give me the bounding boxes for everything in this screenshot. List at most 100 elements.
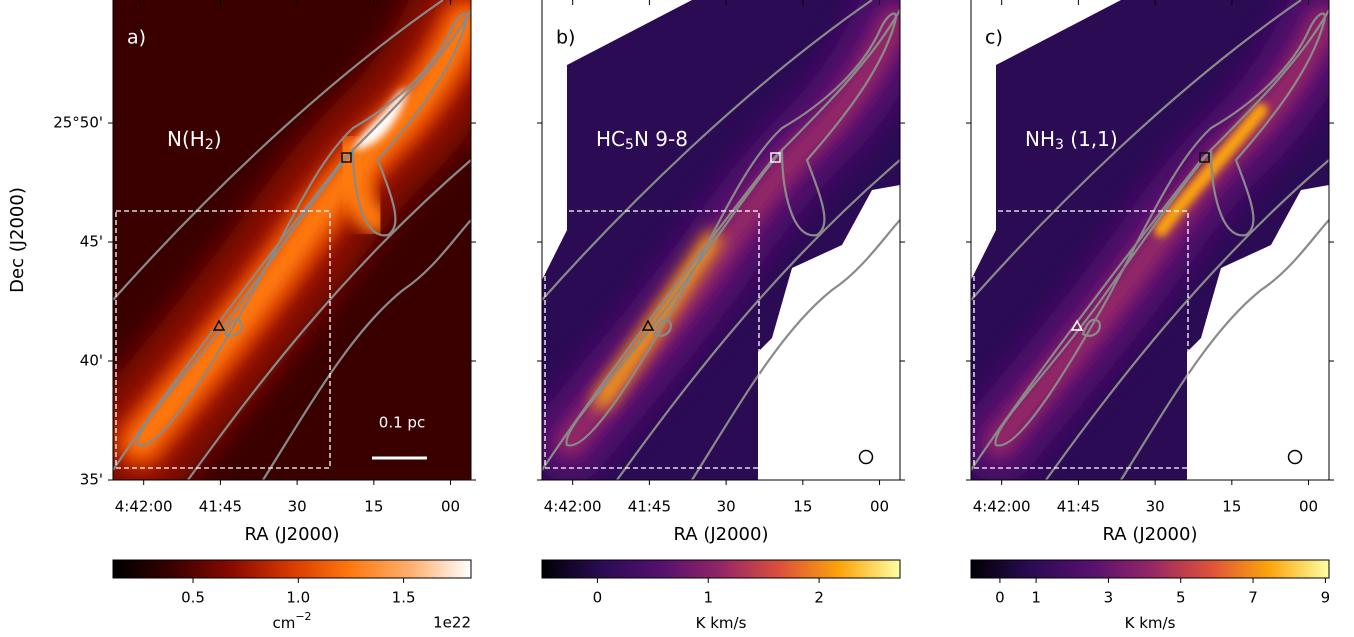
colorbar-tick-label: 0 [593, 589, 603, 607]
y-tick-label: 45' [80, 233, 103, 251]
contour [542, 9, 900, 471]
x-tick-label: 30 [288, 498, 307, 516]
axes-frame [112, 0, 472, 481]
contour [113, 0, 444, 301]
colorbar-tick-label: 0 [995, 589, 1005, 607]
panel-label-part: 3 [1055, 137, 1064, 153]
emission [127, 8, 471, 456]
x-tick-label: 00 [870, 498, 889, 516]
colorbar [112, 559, 472, 579]
contour [616, 159, 900, 480]
panel-label: NH3 (1,1) [1025, 127, 1118, 154]
colorbar-tick-label: 7 [1248, 589, 1258, 607]
colorbar-label-part: cm [272, 614, 295, 632]
contour [565, 12, 897, 447]
x-axis-label: RA (J2000) [674, 524, 769, 545]
emission-group [971, 0, 1329, 480]
contour [971, 9, 1329, 471]
map [542, 0, 900, 480]
region-box [115, 210, 331, 469]
colorbar-label: K km/s [696, 614, 747, 632]
scale-bar-label: 0.1 pc [379, 414, 425, 432]
marker-triangle [1070, 319, 1084, 331]
colorbar-label: cm−2 [272, 610, 311, 632]
colorbar-tick-label: 3 [1104, 589, 1114, 607]
x-tick-label: 30 [717, 498, 736, 516]
colorbar-tick-label: 1.5 [392, 589, 416, 607]
x-tick-label: 00 [441, 498, 460, 516]
beam [858, 449, 874, 465]
contour [691, 219, 900, 480]
contour [136, 12, 468, 447]
panel-letter: b) [556, 27, 575, 49]
colorbar-tick-label: 2 [814, 589, 824, 607]
panel-letter: c) [985, 27, 1003, 49]
x-tick-label: 41:45 [199, 498, 242, 516]
panel-label-part: (1,1) [1064, 127, 1118, 151]
marker-triangle [641, 319, 655, 331]
x-tick-label: 4:42:00 [115, 498, 173, 516]
contour [187, 159, 471, 480]
panel-label-part: N 9-8 [634, 127, 688, 151]
x-axis-label: RA (J2000) [1103, 524, 1198, 545]
x-tick-label: 41:45 [628, 498, 671, 516]
x-tick-label: 15 [793, 498, 812, 516]
panel-label-part: 2 [205, 137, 214, 153]
contour [542, 0, 873, 301]
axes-frame [970, 0, 1330, 481]
marker-square [341, 152, 352, 163]
x-tick-label: 41:45 [1057, 498, 1100, 516]
panel-letter: a) [127, 27, 146, 49]
x-axis-label: RA (J2000) [245, 524, 340, 545]
panel-label: N(H2) [167, 127, 222, 154]
colorbar [541, 559, 901, 579]
contour [223, 318, 243, 337]
contour [1045, 159, 1329, 480]
contour [113, 9, 471, 471]
contour [652, 318, 672, 337]
axes-frame [541, 0, 901, 481]
colorbar-tick-label: 0.5 [181, 589, 205, 607]
panel-label: HC5N 9-8 [596, 127, 688, 154]
region-box [973, 210, 1189, 469]
region-box [544, 210, 760, 469]
colorbar-offset: 1e22 [433, 614, 471, 632]
y-tick-label: 40' [80, 352, 103, 370]
y-tick-label: 25°50' [53, 114, 103, 132]
contour [1081, 318, 1101, 337]
contour [262, 219, 471, 480]
panel-label-part: HC [596, 127, 625, 151]
contour [971, 0, 1302, 301]
colorbar-label-part: K km/s [696, 614, 747, 632]
panel-label-part: N(H [167, 127, 205, 151]
colorbar-label-part: K km/s [1125, 614, 1176, 632]
colorbar-tick-label: 1.0 [286, 589, 310, 607]
colorbar-label: K km/s [1125, 614, 1176, 632]
x-tick-label: 4:42:00 [544, 498, 602, 516]
x-tick-label: 30 [1146, 498, 1165, 516]
x-tick-label: 15 [1222, 498, 1241, 516]
contour [1120, 219, 1329, 480]
x-tick-label: 4:42:00 [973, 498, 1031, 516]
y-tick-label: 35' [80, 471, 103, 489]
colorbar [970, 559, 1330, 579]
colorbar-label-part: −2 [295, 610, 311, 623]
contour [994, 12, 1326, 447]
marker-triangle [212, 319, 226, 331]
colorbar-tick-label: 1 [703, 589, 713, 607]
colorbar-tick-label: 1 [1031, 589, 1041, 607]
panel-label-part: 5 [625, 137, 634, 153]
x-tick-label: 00 [1299, 498, 1318, 516]
colorbar-tick-label: 9 [1321, 589, 1331, 607]
panel-label-part: NH [1025, 127, 1055, 151]
y-axis-label: Dec (J2000) [7, 187, 28, 293]
map [113, 0, 471, 480]
colorbar-tick-label: 5 [1176, 589, 1186, 607]
panel-label-part: ) [214, 127, 222, 151]
emission [1154, 103, 1268, 237]
x-tick-label: 15 [364, 498, 383, 516]
marker-square [1199, 152, 1210, 163]
map [971, 0, 1329, 480]
